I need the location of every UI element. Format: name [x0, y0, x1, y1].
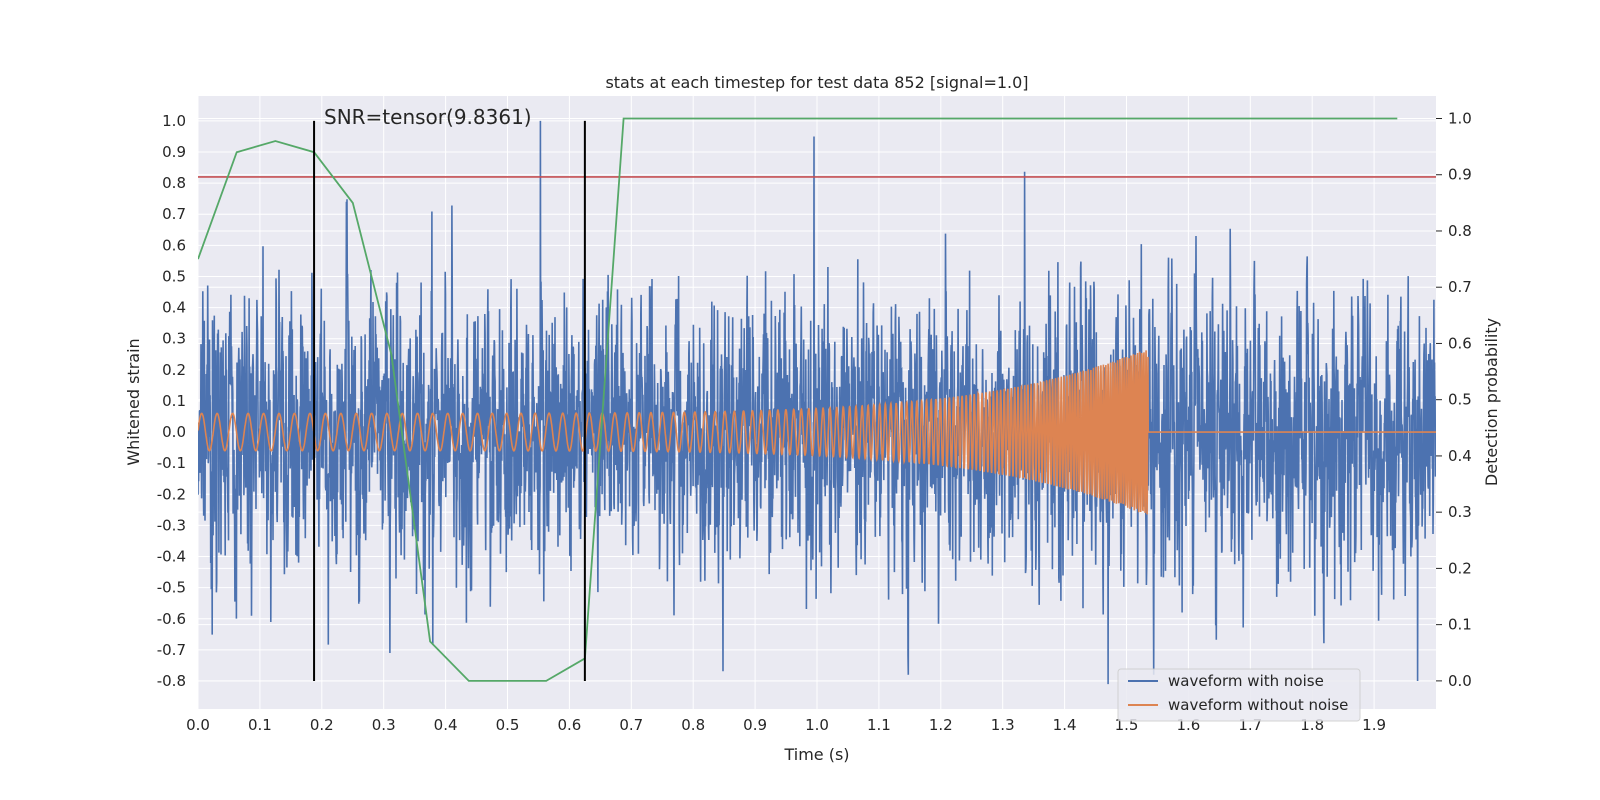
y-tick-label: 0.0 — [162, 423, 186, 441]
x-tick-label: 0.9 — [743, 716, 767, 734]
x-tick-label: 1.9 — [1362, 716, 1386, 734]
y-tick-label: -0.2 — [157, 485, 186, 503]
x-tick-label: 1.1 — [867, 716, 891, 734]
legend-box — [1117, 668, 1361, 722]
y2-tick-label: 0.7 — [1448, 278, 1472, 296]
y-tick-label: 0.2 — [162, 361, 186, 379]
y2-tick-labels: 1.0 0.9 0.8 0.7 0.6 0.5 0.4 0.3 0.2 0.1 0.0 — [1436, 109, 1472, 690]
series-layer — [198, 117, 1436, 685]
y-tick-labels: 1.0 0.9 0.8 0.7 0.6 0.5 0.4 0.3 0.2 0.1 0.0 -0.1 -0.… — [157, 112, 186, 690]
y-tick-label: 0.7 — [162, 205, 186, 223]
y-tick-label: 1.0 — [162, 112, 186, 130]
y2-tick-label: 0.2 — [1448, 559, 1472, 577]
y2-tick-label: 1.0 — [1448, 109, 1472, 127]
y2-tick-label: 0.5 — [1448, 391, 1472, 409]
x-tick-label: 0.7 — [619, 716, 643, 734]
y-tick-label: 0.3 — [162, 330, 186, 348]
y-axis-label: Whitened strain — [124, 338, 143, 465]
y2-tick-label: 0.4 — [1448, 447, 1472, 465]
x-tick-label: 0.6 — [557, 716, 581, 734]
y-tick-label: 0.1 — [162, 392, 186, 410]
x-tick-label: 0.4 — [434, 716, 458, 734]
y-tick-label: -0.3 — [157, 516, 186, 534]
y2-tick-label: 0.8 — [1448, 222, 1472, 240]
y2-tick-label: 0.0 — [1448, 672, 1472, 690]
y-tick-label: 0.5 — [162, 267, 186, 285]
series-waveform-with-noise — [198, 120, 1436, 685]
y2-tick-label: 0.3 — [1448, 503, 1472, 521]
y-tick-label: 0.4 — [162, 299, 186, 317]
x-tick-label: 0.5 — [496, 716, 520, 734]
series-detection-probability — [198, 117, 1398, 682]
x-tick-label: 0.3 — [372, 716, 396, 734]
y2-tick-label: 0.9 — [1448, 166, 1472, 184]
legend: waveform with noise waveform without noi… — [1117, 668, 1361, 722]
y-tick-label: 0.9 — [162, 143, 186, 161]
y-tick-label: -0.5 — [157, 579, 186, 597]
y-tick-label: -0.6 — [157, 610, 186, 628]
legend-label-noise: waveform with noise — [1168, 672, 1324, 690]
series-waveform-without-noise — [198, 350, 1436, 515]
x-tick-label: 0.1 — [248, 716, 272, 734]
y-tick-label: -0.4 — [157, 548, 186, 566]
x-tick-label: 0.8 — [681, 716, 705, 734]
y-tick-label: -0.7 — [157, 641, 186, 659]
y2-tick-label: 0.1 — [1448, 616, 1472, 634]
y-tick-label: 0.8 — [162, 174, 186, 192]
x-tick-label: 0.0 — [186, 716, 210, 734]
y-tick-label: -0.1 — [157, 454, 186, 472]
y-tick-label: 0.6 — [162, 236, 186, 254]
x-axis-label: Time (s) — [783, 745, 849, 764]
y2-tick-label: 0.6 — [1448, 334, 1472, 352]
snr-annotation: SNR=tensor(9.8361) — [324, 105, 532, 129]
x-tick-label: 0.2 — [310, 716, 334, 734]
x-tick-label: 1.4 — [1053, 716, 1077, 734]
x-tick-label: 1.2 — [929, 716, 953, 734]
x-tick-label: 1.3 — [991, 716, 1015, 734]
y-tick-label: -0.8 — [157, 672, 186, 690]
legend-label-clean: waveform without noise — [1168, 696, 1348, 714]
y2-axis-label: Detection probability — [1482, 318, 1501, 486]
x-tick-label: 1.0 — [805, 716, 829, 734]
chart-title: stats at each timestep for test data 852… — [605, 73, 1028, 92]
x-tick-labels: 0.0 0.1 0.2 0.3 0.4 0.5 0.6 0.7 0.8 0.9 1.0 1.1 1.2 1… — [186, 716, 1386, 734]
